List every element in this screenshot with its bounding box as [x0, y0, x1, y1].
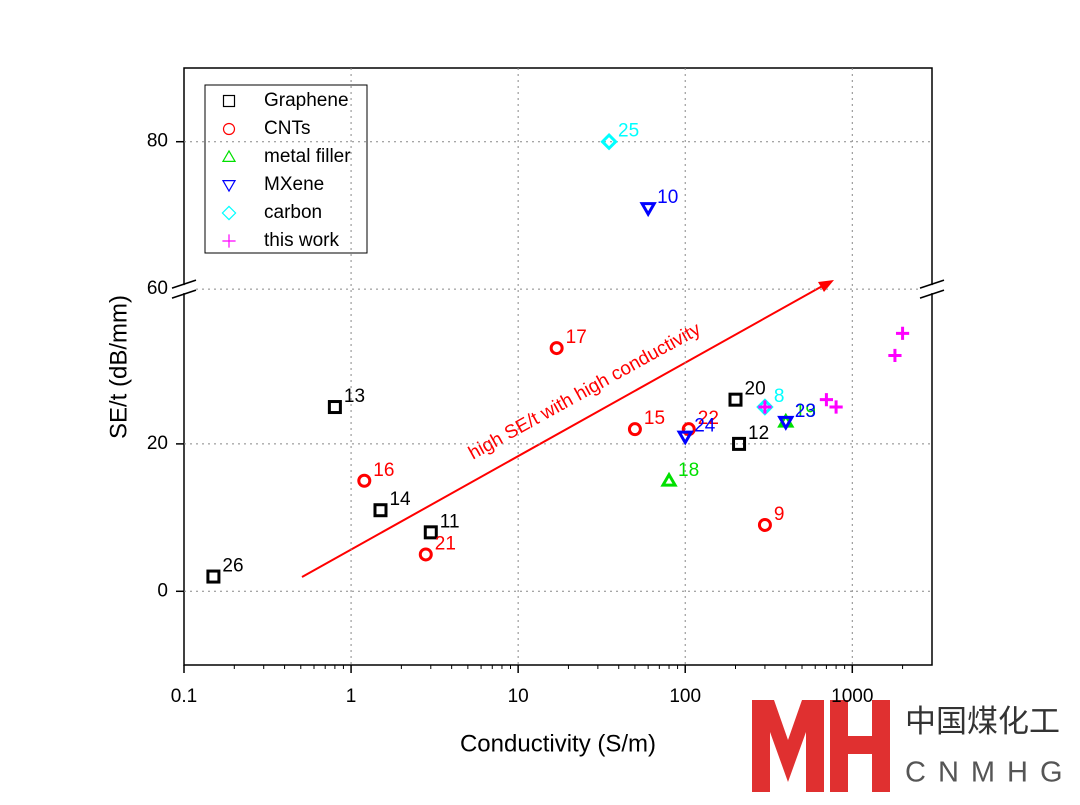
x-tick-label: 1	[346, 686, 357, 707]
x-tick-label: 1000	[831, 686, 873, 707]
y-axis-title: SE/t (dB/mm)	[105, 295, 132, 439]
point-label: 18	[678, 460, 699, 481]
data-point	[829, 400, 843, 414]
point-label: 16	[373, 460, 394, 481]
y-tick-label: 80	[147, 131, 168, 152]
watermark-logo	[752, 700, 890, 792]
data-point	[676, 430, 694, 446]
axis-break	[919, 279, 945, 289]
axis-break-gap	[172, 285, 196, 294]
x-axis-title: Conductivity (S/m)	[460, 730, 656, 757]
arrow	[301, 280, 834, 578]
y-tick-label: 60	[147, 278, 168, 299]
y-tick-label: 0	[157, 580, 168, 601]
data-point	[627, 422, 642, 437]
watermark-cn: 中国煤化工	[905, 704, 1060, 739]
point-label: 10	[657, 187, 678, 208]
legend-label: metal filler	[264, 146, 351, 167]
legend-label: MXene	[264, 174, 324, 195]
axis-break	[919, 289, 945, 299]
data-point	[357, 473, 372, 488]
legend-label: CNTs	[264, 118, 310, 139]
point-label: 14	[389, 489, 411, 510]
data-point	[728, 392, 743, 407]
data-point	[549, 341, 564, 356]
legend	[204, 84, 368, 254]
data-point	[888, 348, 902, 363]
point-label: 24	[694, 416, 716, 437]
x-tick-label: 100	[669, 686, 701, 707]
data-point	[895, 326, 910, 340]
data-point	[660, 471, 678, 487]
point-label: 13	[344, 386, 365, 407]
point-label: 12	[748, 423, 769, 444]
plot-frame	[183, 67, 933, 666]
data-point	[418, 547, 433, 562]
point-label: 21	[435, 533, 456, 554]
legend-label: this work	[264, 230, 339, 251]
data-point	[327, 400, 342, 415]
axis-break-gap	[920, 285, 944, 294]
point-label: 25	[618, 121, 639, 142]
axis-break	[171, 289, 197, 299]
legend-marker	[222, 94, 236, 108]
x-tick-label: 10	[508, 686, 529, 707]
point-label: 26	[222, 556, 243, 577]
legend-marker	[222, 234, 236, 248]
axis-break	[171, 279, 197, 289]
watermark-en: CNMHG	[905, 757, 1075, 789]
data-point	[639, 202, 657, 218]
data-point	[777, 415, 795, 431]
legend-marker	[221, 149, 237, 162]
point-label: 23	[795, 401, 816, 422]
data-point	[758, 400, 772, 414]
data-point	[600, 132, 618, 151]
point-label: 20	[745, 379, 766, 400]
y-tick-label: 20	[147, 433, 168, 454]
legend-marker	[221, 205, 237, 221]
point-label: 15	[644, 408, 665, 429]
data-point	[206, 569, 221, 584]
data-point	[732, 436, 747, 451]
data-point	[373, 503, 388, 518]
x-tick-label: 0.1	[171, 686, 197, 707]
legend-label: Graphene	[264, 90, 349, 111]
point-label: 9	[774, 504, 785, 525]
legend-marker	[222, 122, 236, 136]
legend-label: carbon	[264, 202, 322, 223]
point-label: 19	[795, 401, 816, 422]
data-point	[423, 525, 438, 540]
point-label: 17	[566, 327, 587, 348]
data-point	[757, 517, 772, 532]
point-label: 22	[698, 408, 719, 429]
data-point	[819, 393, 834, 407]
point-label: 11	[440, 511, 460, 532]
point-label: 8	[774, 386, 785, 407]
legend-marker	[221, 180, 237, 193]
